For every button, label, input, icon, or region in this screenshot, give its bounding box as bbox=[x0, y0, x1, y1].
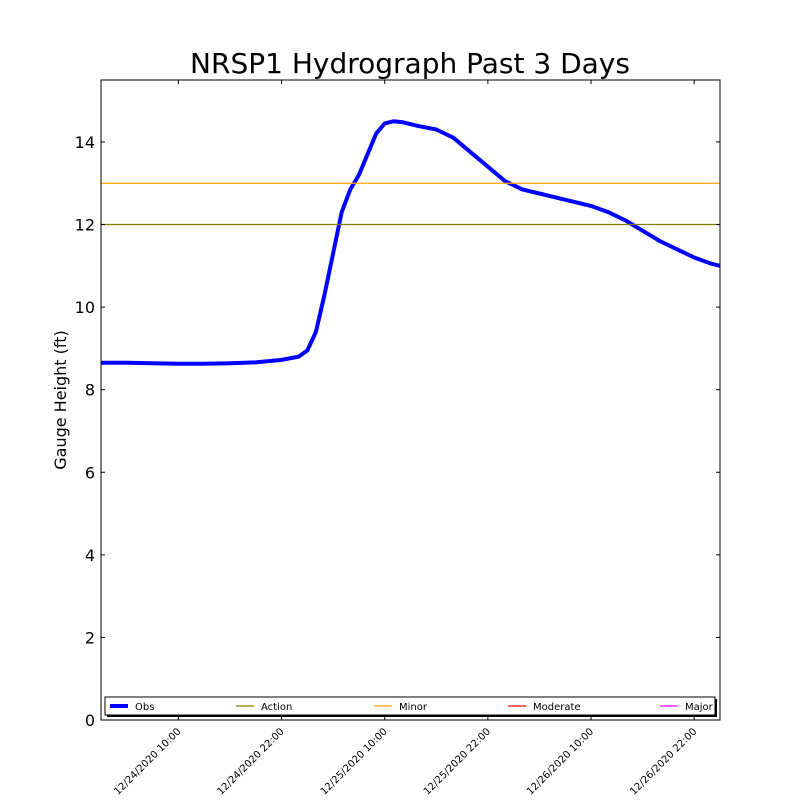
plot-frame bbox=[100, 79, 721, 721]
legend-label-obs: Obs bbox=[135, 702, 154, 713]
legend-box bbox=[104, 696, 716, 716]
x-tick-label: 12/24/2020 10:00 bbox=[112, 726, 183, 797]
y-tick-label: 2 bbox=[85, 628, 95, 647]
chart-title: NRSP1 Hydrograph Past 3 Days bbox=[190, 47, 630, 80]
x-tick-label: 12/26/2020 22:00 bbox=[628, 726, 699, 797]
x-tick-label: 12/24/2020 22:00 bbox=[215, 726, 286, 797]
x-tick-label: 12/26/2020 10:00 bbox=[525, 726, 596, 797]
x-tick-label: 12/25/2020 22:00 bbox=[422, 726, 493, 797]
y-tick-label: 12 bbox=[75, 216, 95, 235]
axes-ticks: 0 2 4 6 8 10 12 14 12/24/2020 10:00 12/24/2020 22… bbox=[75, 80, 720, 798]
y-tick-label: 6 bbox=[85, 463, 95, 482]
y-axis-label: Gauge Height (ft) bbox=[51, 330, 70, 470]
y-tick-label: 8 bbox=[85, 381, 95, 400]
x-tick-label: 12/25/2020 10:00 bbox=[319, 726, 390, 797]
plot-area bbox=[101, 119, 720, 366]
series-line-obs bbox=[101, 119, 720, 366]
legend-label-minor: Minor bbox=[399, 702, 428, 713]
legend-label-major: Major bbox=[685, 702, 714, 713]
legend-label-action: Action bbox=[261, 702, 292, 713]
y-tick-label: 10 bbox=[75, 298, 95, 317]
y-tick-label: 14 bbox=[75, 133, 95, 152]
legend-label-moderate: Moderate bbox=[533, 702, 581, 713]
y-tick-label: 0 bbox=[85, 711, 95, 730]
y-tick-label: 4 bbox=[85, 546, 95, 565]
legend: Obs Action Minor Moderate Major bbox=[104, 696, 717, 717]
